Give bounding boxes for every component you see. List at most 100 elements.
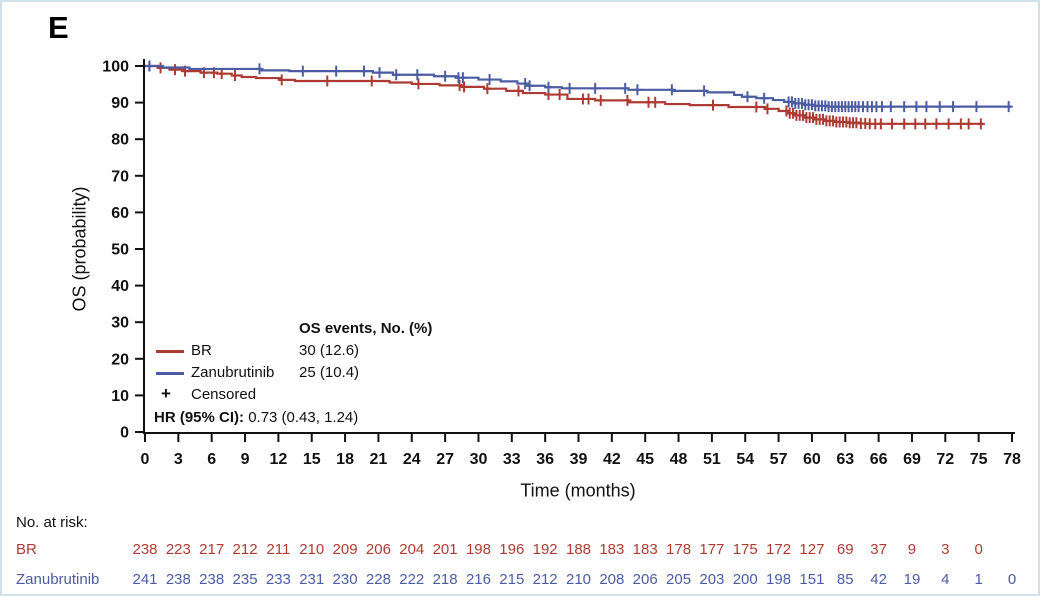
risk-count: 42 [870, 571, 887, 588]
y-tick-label: 100 [102, 59, 129, 76]
legend-value-br-events: 30 (12.6) [299, 342, 360, 359]
risk-count: 212 [232, 541, 258, 558]
risk-count: 211 [266, 541, 291, 558]
risk-count: 238 [165, 571, 191, 588]
risk-count: 231 [299, 571, 325, 588]
risk-count: 0 [1007, 571, 1017, 588]
risk-count: 206 [632, 571, 658, 588]
x-tick-label: 0 [141, 451, 150, 468]
risk-count: 233 [265, 571, 291, 588]
risk-count: 151 [799, 571, 825, 588]
risk-row-label-br: BR [16, 541, 37, 558]
risk-count: 218 [432, 571, 458, 588]
risk-count: 209 [332, 541, 358, 558]
x-tick-label: 27 [436, 451, 454, 468]
x-tick-label: 63 [836, 451, 854, 468]
risk-count: 198 [465, 541, 491, 558]
x-tick-label: 39 [570, 451, 588, 468]
x-tick-label: 18 [336, 451, 354, 468]
km-curve-zanubrutinib [145, 64, 1012, 108]
risk-count: 69 [836, 541, 854, 558]
y-tick-label: 80 [111, 132, 129, 149]
risk-count: 37 [870, 541, 887, 558]
risk-count: 210 [565, 571, 592, 588]
risk-count: 217 [199, 541, 225, 558]
y-tick-label: 70 [111, 168, 129, 185]
risk-count: 235 [232, 571, 258, 588]
risk-count: 175 [732, 541, 758, 558]
risk-count: 201 [432, 541, 458, 558]
risk-count: 204 [399, 541, 425, 558]
x-tick-label: 9 [241, 451, 250, 468]
y-tick-label: 10 [111, 388, 129, 405]
x-tick-label: 3 [174, 451, 183, 468]
risk-count: 205 [666, 571, 692, 588]
x-tick-label: 15 [303, 451, 321, 468]
risk-count: 127 [799, 541, 825, 558]
risk-count: 183 [599, 541, 625, 558]
x-tick-label: 24 [403, 451, 421, 468]
risk-count: 4 [941, 571, 950, 588]
x-tick-label: 6 [207, 451, 216, 468]
risk-count: 85 [836, 571, 854, 588]
x-tick-label: 75 [970, 451, 988, 468]
risk-count: 216 [465, 571, 491, 588]
risk-count: 183 [632, 541, 658, 558]
panel-label: E [48, 10, 69, 45]
legend-label-zanubrutinib: Zanubrutinib [191, 364, 275, 381]
y-tick-label: 90 [111, 95, 129, 112]
risk-count: 172 [766, 541, 792, 558]
km-curve-br [145, 64, 984, 125]
y-tick-label: 40 [111, 278, 129, 295]
x-tick-label: 21 [370, 451, 388, 468]
y-tick-label: 30 [111, 315, 129, 332]
y-tick-label: 0 [120, 425, 129, 442]
risk-count: 196 [499, 541, 525, 558]
risk-count: 238 [132, 541, 158, 558]
risk-row-values-1: 241 238 238 235 233 231 230 228 222 218 216 215 212 2… [2, 571, 1038, 589]
x-tick-label: 72 [936, 451, 954, 468]
x-tick-label: 78 [1003, 451, 1021, 468]
risk-count: 212 [532, 571, 558, 588]
risk-count: 241 [132, 571, 158, 588]
legend-swatch-br [156, 350, 184, 353]
risk-count: 200 [732, 571, 758, 588]
legend-swatch-zanubrutinib [156, 372, 184, 375]
x-tick-label: 57 [770, 451, 788, 468]
risk-count: 206 [365, 541, 391, 558]
risk-count: 222 [399, 571, 425, 588]
x-tick-label: 33 [503, 451, 521, 468]
risk-count: 177 [699, 541, 725, 558]
legend-label-br: BR [191, 342, 212, 359]
risk-count: 215 [499, 571, 525, 588]
risk-count: 238 [199, 571, 225, 588]
x-tick-label: 54 [736, 451, 754, 468]
legend-value-zanubrutinib-events: 25 (10.4) [299, 364, 360, 381]
risk-count: 210 [299, 541, 325, 558]
x-tick-label: 42 [603, 451, 621, 468]
hazard-ratio-line: HR (95% CI): 0.73 (0.43, 1.24) [154, 409, 358, 426]
x-tick-label: 60 [803, 451, 821, 468]
x-tick-label: 66 [870, 451, 888, 468]
legend-os-events-header: OS events, No. (%) [299, 320, 433, 337]
risk-count: 228 [365, 571, 391, 588]
risk-count: 0 [974, 541, 983, 558]
risk-count: 230 [332, 571, 358, 588]
risk-count: 1 [974, 571, 983, 588]
risk-count: 178 [666, 541, 692, 558]
risk-count: 223 [165, 541, 191, 558]
x-tick-label: 30 [470, 451, 488, 468]
risk-count: 198 [766, 571, 792, 588]
y-axis-title: OS (probability) [69, 186, 90, 312]
risk-row-label-zanubrutinib: Zanubrutinib [16, 571, 100, 588]
x-tick-label: 69 [903, 451, 921, 468]
x-tick-label: 36 [536, 451, 554, 468]
censored-plus-icon: + [161, 384, 171, 403]
y-tick-label: 60 [111, 205, 129, 222]
risk-count: 208 [599, 571, 625, 588]
risk-count: 203 [699, 571, 725, 588]
risk-table-title: No. at risk: [16, 514, 88, 531]
risk-count: 188 [565, 541, 592, 558]
